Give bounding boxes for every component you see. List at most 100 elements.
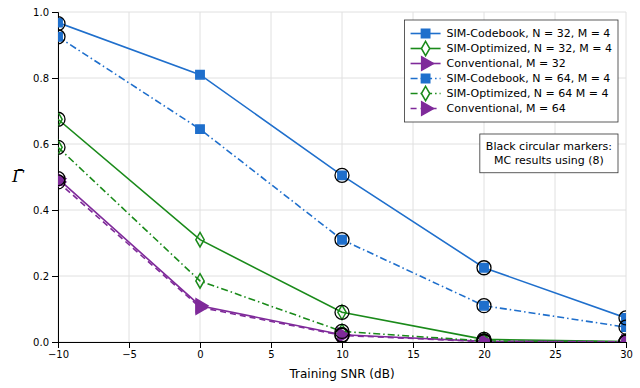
mc-marker xyxy=(619,320,626,334)
series-line xyxy=(58,179,626,342)
annotation-box xyxy=(480,134,618,173)
tick: 10 xyxy=(336,342,349,360)
mc-series xyxy=(58,172,626,342)
tick: 5 xyxy=(268,342,274,360)
tick-mark xyxy=(342,342,343,348)
axis-line xyxy=(52,13,59,343)
tick: 0.2 xyxy=(33,271,58,282)
series-line xyxy=(58,37,626,327)
plot-area xyxy=(58,17,626,342)
mc-marker xyxy=(477,335,491,342)
legend-marker xyxy=(421,74,429,82)
legend-item: SIM-Codebook, N = 64, M = 4 xyxy=(411,72,611,85)
marker xyxy=(338,305,346,319)
mc-marker xyxy=(335,328,349,342)
legend-item: SIM-Optimized, N = 32, M = 4 xyxy=(411,41,612,55)
legend-item: Conventional, M = 64 xyxy=(411,102,566,116)
mc-marker xyxy=(58,30,65,44)
mc-marker xyxy=(335,168,349,182)
grid-line xyxy=(58,12,626,13)
legend-label: SIM-Optimized, N = 32, M = 4 xyxy=(447,42,612,55)
marker xyxy=(58,18,62,26)
marker xyxy=(58,140,62,154)
tick: −10 xyxy=(48,342,69,360)
grid-line xyxy=(626,12,627,342)
legend-label: Conventional, M = 64 xyxy=(447,102,566,115)
tick-mark xyxy=(555,342,556,348)
marker xyxy=(196,301,208,315)
series xyxy=(58,18,626,322)
mc-marker xyxy=(58,112,65,126)
tick: 25 xyxy=(549,342,562,360)
series-line xyxy=(58,23,626,318)
tick-mark xyxy=(484,342,485,348)
tick: 0.8 xyxy=(33,73,58,84)
mc-marker xyxy=(477,261,491,275)
marker xyxy=(480,302,488,310)
tick-label: 0.4 xyxy=(33,205,49,216)
mc-marker xyxy=(335,305,349,319)
grid-line xyxy=(200,12,201,342)
tick-label: 0.2 xyxy=(33,271,49,282)
series xyxy=(58,172,626,342)
annotation-line: MC results using (8) xyxy=(494,154,604,167)
marker xyxy=(338,171,346,179)
mc-series xyxy=(58,17,626,325)
legend-marker xyxy=(421,41,429,55)
tick-mark xyxy=(52,276,58,277)
tick: 0 xyxy=(197,342,203,360)
axis-line xyxy=(59,343,627,349)
grid-line xyxy=(271,12,272,342)
x-axis: −10−5051015202530 xyxy=(48,342,633,360)
mc-marker xyxy=(477,334,491,342)
mc-marker xyxy=(619,335,626,342)
series xyxy=(58,33,626,332)
annotation-line: Black circular markers: xyxy=(486,140,612,153)
x-axis-title: Training SNR (dB) xyxy=(288,367,394,381)
marker xyxy=(196,274,204,288)
tick-label: 20 xyxy=(478,349,491,360)
series xyxy=(58,175,626,342)
grid-line xyxy=(58,276,626,277)
mc-series xyxy=(58,30,626,334)
marker xyxy=(196,71,204,79)
legend-item: Conventional, M = 32 xyxy=(411,57,566,71)
tick-mark xyxy=(52,342,58,343)
marker xyxy=(480,264,488,272)
tick-mark xyxy=(626,342,627,348)
legend-label: Conventional, M = 32 xyxy=(447,57,566,70)
legend-frame xyxy=(405,20,618,122)
legend: SIM-Codebook, N = 32, M = 4 SIM-Optimized… xyxy=(405,20,618,122)
mc-marker xyxy=(335,233,349,247)
tick: 0.4 xyxy=(33,205,58,216)
tick-label: 0.6 xyxy=(33,139,49,150)
tick: 20 xyxy=(478,342,491,360)
tick: 15 xyxy=(407,342,420,360)
grid xyxy=(58,12,626,342)
tick-mark xyxy=(52,78,58,79)
tick-label: 15 xyxy=(407,349,420,360)
tick-mark xyxy=(200,342,201,348)
mc-marker xyxy=(619,335,626,342)
marker xyxy=(58,33,62,41)
legend-label: SIM-Codebook, N = 32, M = 4 xyxy=(447,27,611,40)
series-line xyxy=(58,119,626,341)
tick-label: 10 xyxy=(336,349,349,360)
mc-marker xyxy=(58,175,65,189)
tick-mark xyxy=(52,12,58,13)
mc-series xyxy=(58,112,626,342)
marker xyxy=(196,125,204,133)
mc-series xyxy=(58,175,626,342)
tick-mark xyxy=(271,342,272,348)
tick-label: 0.8 xyxy=(33,73,49,84)
legend-marker xyxy=(421,86,429,100)
mc-marker xyxy=(619,335,626,342)
tick: 0.6 xyxy=(33,139,58,150)
tick-label: 0 xyxy=(197,349,203,360)
tick: 0.0 xyxy=(33,337,58,348)
mc-marker xyxy=(58,17,65,31)
tick-mark xyxy=(413,342,414,348)
series-line xyxy=(58,147,626,342)
tick: 1.0 xyxy=(33,7,58,18)
tick: 30 xyxy=(620,342,633,360)
